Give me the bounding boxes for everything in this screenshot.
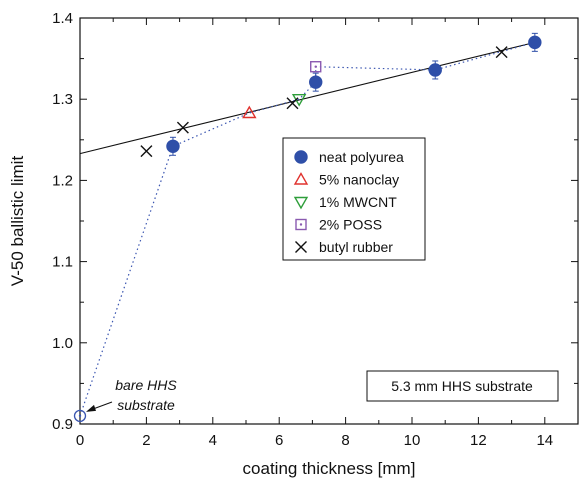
y-tick-label: 1.1 <box>52 254 73 271</box>
point-bare-substrate-dot <box>78 414 82 418</box>
bare-annotation-arrowhead <box>86 404 96 412</box>
point-butyl-rubber <box>176 121 189 134</box>
point-butyl-rubber <box>286 97 299 110</box>
x-tick-label: 0 <box>76 432 84 449</box>
point-butyl-rubber-stroke-b <box>286 97 299 110</box>
point-neat-polyurea <box>528 35 542 50</box>
legend-label: 1% MWCNT <box>319 194 397 210</box>
y-tick-label: 1.3 <box>52 91 73 108</box>
bare-annotation-line-1: bare HHS <box>115 377 177 393</box>
point-2-poss <box>310 61 322 73</box>
y-tick-label: 1.0 <box>52 335 73 352</box>
point-butyl-rubber <box>495 46 508 59</box>
bare-annotation-line-2: substrate <box>117 397 175 413</box>
point-2-poss-dot <box>314 65 317 68</box>
y-tick-label: 1.4 <box>52 10 73 27</box>
x-tick-label: 6 <box>275 432 283 449</box>
axis-ticks: 0 2 4 6 8 10 12 14 0.9 1.0 1.1 1.2 1.3 1.4 <box>52 10 578 449</box>
point-butyl-rubber <box>140 145 153 158</box>
legend-label: 5% nanoclay <box>319 172 399 188</box>
data-marks <box>73 32 542 423</box>
legend-label: 2% POSS <box>319 217 382 233</box>
dotted-trend-path <box>79 41 536 417</box>
x-tick-label: 2 <box>142 432 150 449</box>
legend: neat polyurea 5% nanoclay 1% MWCNT 2% POSS b… <box>282 137 426 261</box>
y-tick-label: 0.9 <box>52 416 73 433</box>
legend-marker-dot <box>299 223 303 226</box>
substrate-note-frame <box>366 370 559 402</box>
point-neat-polyurea <box>166 139 180 153</box>
fit-and-paths <box>79 41 536 417</box>
legend-marker-stroke-b <box>295 241 307 253</box>
legend-marker <box>295 218 307 231</box>
x-tick-label: 8 <box>341 432 349 449</box>
substrate-note-box: 5.3 mm HHS substrate <box>366 370 559 402</box>
legend-label: butyl rubber <box>319 239 393 255</box>
x-tick-label: 4 <box>209 432 217 449</box>
fit-line <box>79 41 535 155</box>
point-butyl-rubber-stroke-b <box>176 121 189 134</box>
bare-substrate-annotation: bare HHS substrate <box>86 377 177 413</box>
legend-label: neat polyurea <box>319 149 404 165</box>
legend-marker <box>293 196 309 210</box>
point-bare-substrate <box>73 409 87 423</box>
y-tick-label: 1.2 <box>52 172 73 189</box>
x-tick-label: 12 <box>470 432 487 449</box>
point-2-poss-square <box>310 61 322 73</box>
point-neat-polyurea <box>309 75 323 89</box>
point-butyl-rubber-stroke-b <box>140 145 153 158</box>
point-butyl-rubber-stroke-b <box>495 46 508 59</box>
x-tick-label: 10 <box>404 432 421 449</box>
x-tick-label: 14 <box>536 432 553 449</box>
legend-marker-square <box>295 218 307 231</box>
y-axis-label: V-50 ballistic limit <box>8 156 27 287</box>
legend-marker <box>294 150 308 164</box>
point-neat-polyurea <box>428 63 442 77</box>
legend-marker <box>295 241 307 253</box>
legend-marker <box>293 172 309 185</box>
x-axis-label: coating thickness [mm] <box>243 459 416 478</box>
substrate-note-text: 5.3 mm HHS substrate <box>391 378 533 394</box>
point-5-nanoclay <box>242 105 257 119</box>
